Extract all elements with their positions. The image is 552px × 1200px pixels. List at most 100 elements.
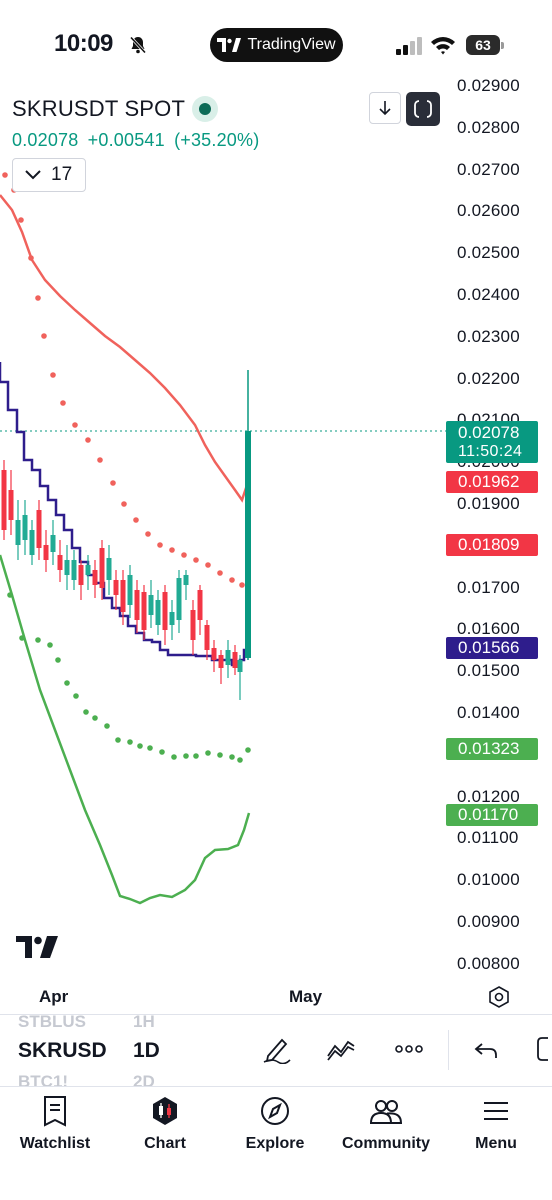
cellular-signal-icon	[396, 37, 422, 55]
candle	[148, 580, 154, 628]
status-bar: 10:09 TradingView 63	[0, 0, 552, 86]
candle	[162, 585, 168, 645]
lower-dot	[7, 592, 13, 598]
lower-dot	[183, 753, 189, 759]
upper-dot	[41, 333, 47, 339]
candle	[43, 530, 49, 572]
candles-series	[1, 460, 243, 700]
candle	[22, 500, 28, 555]
undo-icon[interactable]	[472, 1034, 502, 1064]
upper-dot	[217, 570, 223, 576]
y-axis-tick: 0.01600	[457, 619, 520, 639]
lower-dot	[73, 693, 79, 699]
upper-dot	[28, 255, 34, 261]
symbol-title[interactable]: SKRUSDT SPOT	[12, 96, 186, 121]
tradingview-logo-icon	[217, 38, 242, 52]
last-candle	[245, 370, 251, 660]
candle	[71, 550, 77, 590]
nav-watchlist[interactable]: Watchlist	[17, 1087, 93, 1167]
tradingview-pill[interactable]: TradingView	[210, 28, 343, 62]
lower-dot	[64, 680, 70, 686]
y-axis-tick: 0.02400	[457, 285, 520, 304]
lower-dot	[205, 750, 211, 756]
upper-dot	[181, 552, 187, 558]
timeframe-option-above[interactable]: 1H	[133, 1012, 155, 1031]
community-icon	[369, 1100, 403, 1124]
upper-dot	[35, 295, 41, 301]
layout-icon[interactable]	[534, 1034, 552, 1064]
candle	[232, 645, 238, 675]
nav-chart-label: Chart	[144, 1135, 186, 1152]
candle	[204, 620, 210, 660]
candle	[78, 560, 84, 600]
market-status-dot[interactable]	[192, 96, 218, 122]
upper-dot	[145, 531, 151, 537]
candle	[113, 570, 119, 610]
candle	[183, 570, 189, 600]
y-axis-tick: 0.00800	[457, 953, 520, 973]
y-axis-tick: 0.02600	[457, 201, 520, 221]
fullscreen-button[interactable]	[406, 92, 440, 126]
pill-label: TradingView	[247, 36, 336, 53]
nav-chart[interactable]: Chart	[140, 1087, 190, 1167]
upper-dot	[50, 372, 56, 378]
candle	[57, 540, 63, 582]
indicators-icon[interactable]	[326, 1034, 356, 1064]
candle	[155, 590, 161, 635]
y-axis-tick: 0.02700	[457, 159, 520, 179]
chart-settings-icon[interactable]	[488, 986, 510, 1008]
lower-dot	[83, 709, 89, 715]
upper-dot	[2, 172, 8, 178]
lower-dot	[217, 752, 223, 758]
x-axis-label-may: May	[289, 987, 323, 1006]
upper-dot	[60, 400, 66, 406]
nav-menu[interactable]: Menu	[472, 1087, 520, 1167]
candle	[169, 600, 175, 640]
fullscreen-icon	[414, 99, 432, 119]
timeframe-picker[interactable]: 1D	[133, 1039, 160, 1062]
nav-explore[interactable]: Explore	[244, 1087, 306, 1167]
y-axis-tick: 0.01500	[457, 661, 520, 681]
lower-dot	[19, 635, 25, 641]
battery-icon: 63	[466, 35, 504, 55]
candle	[29, 520, 35, 565]
candle	[197, 585, 203, 635]
price-change: +0.00541	[87, 130, 165, 150]
symbol-option-above[interactable]: STBLUS	[18, 1012, 86, 1031]
y-axis-tick: 0.02300	[457, 326, 520, 346]
candle	[120, 570, 126, 625]
upper-dot	[97, 457, 103, 463]
nav-menu-label: Menu	[475, 1135, 517, 1152]
more-options-icon[interactable]	[394, 1034, 424, 1064]
scroll-down-button[interactable]	[369, 92, 401, 124]
candle	[8, 470, 14, 535]
upper-dot	[133, 517, 139, 523]
drawing-pen-icon[interactable]	[262, 1034, 292, 1064]
upper-dot	[121, 501, 127, 507]
chart-icon	[153, 1097, 177, 1125]
lower-dot	[137, 743, 143, 749]
lower-dot	[115, 737, 121, 743]
upper-dot	[110, 480, 116, 486]
toolbar-divider	[448, 1030, 449, 1070]
upper-dot	[239, 582, 245, 588]
nav-community[interactable]: Community	[340, 1087, 432, 1167]
candle	[127, 565, 133, 618]
symbol-picker[interactable]: SKRUSD	[18, 1039, 107, 1062]
lower-band-line	[0, 554, 251, 905]
baseline-tag: 0.01566	[446, 637, 538, 659]
candle	[1, 460, 7, 540]
y-axis-tick: 0.01900	[457, 494, 520, 513]
indicators-collapse-button[interactable]: 17	[12, 158, 86, 192]
tradingview-watermark-icon[interactable]	[16, 936, 60, 958]
candle	[134, 580, 140, 633]
upper-dots-tag: 0.01809	[446, 534, 538, 556]
status-time: 10:09	[54, 30, 113, 57]
candle-countdown: 11:50:24	[458, 443, 523, 460]
upper-dot	[169, 547, 175, 553]
upper-dot	[72, 422, 78, 428]
candle	[92, 560, 98, 598]
y-axis-tick: 0.01000	[457, 870, 520, 890]
y-axis-tick: 0.00900	[457, 912, 520, 931]
indicators-count: 17	[51, 164, 73, 185]
